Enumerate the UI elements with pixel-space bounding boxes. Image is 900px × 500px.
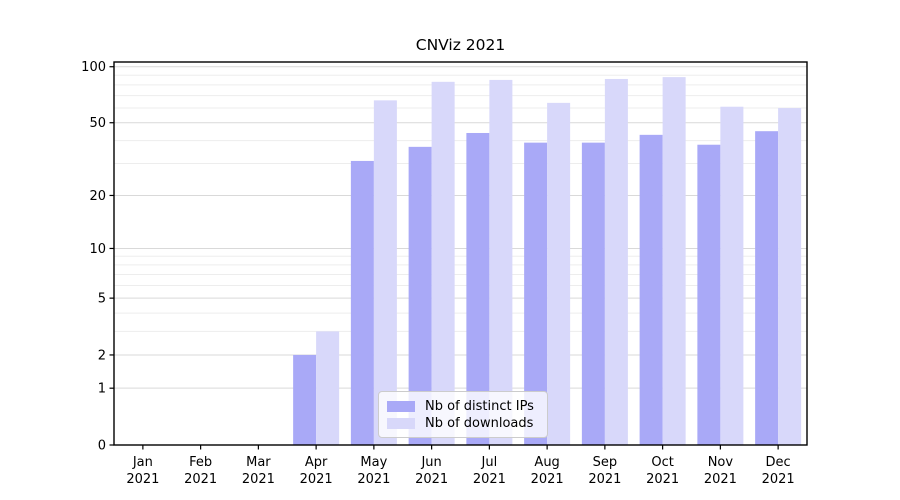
bar-downloads-jul bbox=[489, 79, 513, 446]
bar-distinct-ips-nov bbox=[697, 144, 721, 445]
x-tick-label-year: 2021 bbox=[531, 472, 564, 487]
y-tick-label: 100 bbox=[81, 60, 106, 75]
bar-distinct-ips-apr bbox=[293, 354, 317, 445]
x-tick-label-year: 2021 bbox=[184, 472, 217, 487]
legend-item-downloads: Nb of downloads bbox=[387, 415, 539, 431]
x-tick-label-year: 2021 bbox=[415, 472, 448, 487]
x-tick-label-month: Apr bbox=[305, 455, 328, 470]
x-tick-label-year: 2021 bbox=[762, 472, 795, 487]
bar-downloads-oct bbox=[662, 77, 686, 446]
x-tick-label-month: Aug bbox=[534, 455, 559, 470]
y-tick-label: 50 bbox=[89, 116, 106, 131]
legend-swatch-distinct-ips bbox=[387, 400, 415, 412]
x-tick-label-year: 2021 bbox=[646, 472, 679, 487]
bar-distinct-ips-dec bbox=[755, 131, 779, 445]
x-tick-label-year: 2021 bbox=[704, 472, 737, 487]
x-tick-label-year: 2021 bbox=[242, 472, 275, 487]
legend-label-distinct-ips: Nb of distinct IPs bbox=[425, 398, 534, 414]
x-tick-label-month: Feb bbox=[189, 455, 212, 470]
bar-downloads-apr bbox=[316, 331, 340, 445]
y-tick-label: 2 bbox=[98, 348, 106, 363]
x-tick-label-month: Sep bbox=[593, 455, 618, 470]
bar-downloads-jun bbox=[431, 81, 455, 445]
chart-title: CNViz 2021 bbox=[415, 36, 506, 54]
bar-downloads-dec bbox=[778, 108, 802, 445]
x-tick-label-year: 2021 bbox=[588, 472, 621, 487]
bar-distinct-ips-sep bbox=[581, 142, 605, 445]
bar-distinct-ips-jun bbox=[408, 146, 432, 445]
y-tick-label: 0 bbox=[98, 439, 106, 454]
y-tick-label: 10 bbox=[89, 242, 106, 257]
bar-downloads-nov bbox=[720, 106, 744, 445]
x-tick-label-month: Oct bbox=[651, 455, 673, 470]
y-tick-label: 5 bbox=[98, 292, 106, 307]
legend-item-distinct-ips: Nb of distinct IPs bbox=[387, 398, 539, 414]
x-tick-label-month: May bbox=[360, 455, 387, 470]
bar-distinct-ips-oct bbox=[639, 134, 663, 446]
x-tick-label-month: Jul bbox=[481, 455, 498, 470]
plot-frame bbox=[113, 61, 808, 446]
bar-distinct-ips-aug bbox=[524, 142, 548, 445]
x-tick-label-month: Jun bbox=[420, 455, 441, 470]
y-tick-label: 20 bbox=[89, 189, 106, 204]
x-tick-label-year: 2021 bbox=[300, 472, 333, 487]
bar-downloads-sep bbox=[604, 78, 628, 445]
bar-distinct-ips-may bbox=[350, 160, 374, 445]
x-tick-label-month: Mar bbox=[246, 455, 271, 470]
legend: Nb of distinct IPs Nb of downloads bbox=[378, 391, 548, 438]
bar-downloads-may bbox=[373, 100, 397, 446]
x-tick-label-month: Jan bbox=[132, 455, 153, 470]
x-tick-label-year: 2021 bbox=[126, 472, 159, 487]
x-tick-label-year: 2021 bbox=[357, 472, 390, 487]
legend-label-downloads: Nb of downloads bbox=[425, 415, 534, 431]
x-tick-label-month: Nov bbox=[708, 455, 734, 470]
bar-downloads-aug bbox=[547, 102, 571, 445]
x-tick-label-year: 2021 bbox=[473, 472, 506, 487]
legend-swatch-downloads bbox=[387, 417, 415, 429]
bar-distinct-ips-jul bbox=[466, 132, 490, 445]
x-tick-label-month: Dec bbox=[766, 455, 791, 470]
y-tick-label: 1 bbox=[98, 382, 106, 397]
